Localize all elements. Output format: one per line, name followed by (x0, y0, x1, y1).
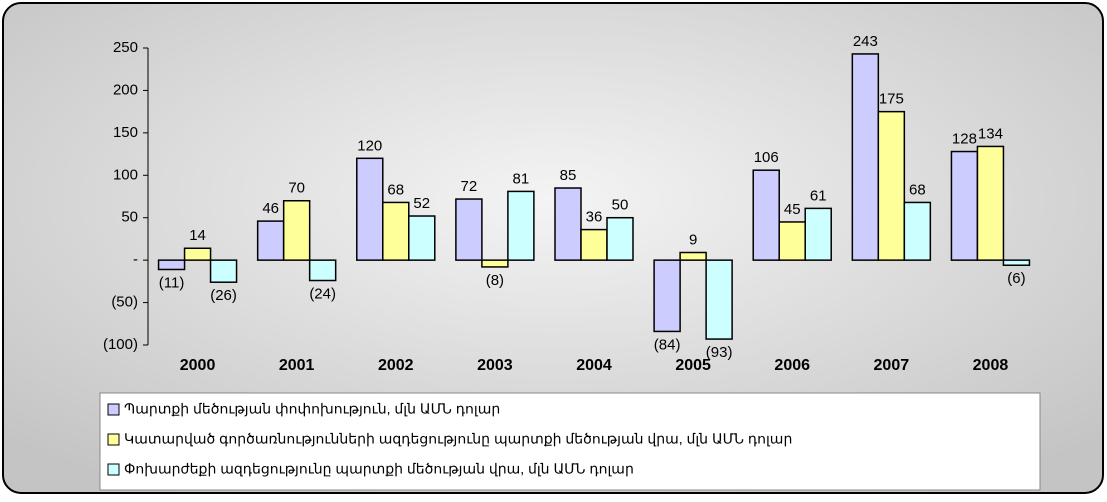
y-tick-label: 50 (121, 209, 138, 226)
bar (408, 215, 436, 261)
legend-label: Պարտքի մեծության փոփոխություն, մլն ԱՄՆ դ… (124, 401, 500, 417)
value-label: 68 (387, 181, 404, 198)
bar (653, 259, 681, 333)
value-label: (26) (210, 287, 237, 304)
value-label: 61 (810, 187, 827, 204)
value-label: 46 (262, 200, 279, 217)
value-label: 85 (560, 167, 577, 184)
value-label: 81 (513, 170, 530, 187)
value-label: (24) (309, 285, 336, 302)
value-label: 68 (909, 181, 926, 198)
value-label: 120 (357, 137, 382, 154)
bar (356, 157, 384, 261)
x-tick-label: 2004 (576, 357, 612, 374)
bar (778, 221, 806, 261)
legend-swatch (107, 403, 120, 416)
value-label: 52 (413, 195, 430, 212)
value-label: 243 (853, 33, 878, 50)
x-tick-label: 2001 (279, 357, 315, 374)
bar (752, 169, 780, 261)
bar (554, 187, 582, 261)
value-label: 36 (586, 209, 603, 226)
bar (804, 207, 832, 261)
bar (157, 259, 186, 271)
bar (481, 259, 509, 268)
bar (679, 251, 707, 261)
bar (580, 228, 608, 261)
y-tick-label: (50) (111, 294, 138, 311)
legend-swatch (107, 463, 120, 476)
bar (308, 259, 337, 282)
legend-label: Կատարված գործառնությունների ազդեցություն… (124, 431, 792, 447)
value-label: (11) (159, 274, 185, 291)
y-tick-label: (100) (103, 336, 138, 353)
x-tick-label: 2005 (675, 357, 711, 374)
frame (2, 2, 1104, 494)
y-tick-label: 200 (113, 81, 138, 98)
y-tick-label: 150 (113, 124, 138, 141)
value-label: 128 (952, 130, 977, 147)
x-tick-label: 2008 (973, 357, 1009, 374)
y-tick-label: 100 (113, 166, 138, 183)
bar (606, 216, 634, 261)
bar (183, 247, 212, 261)
value-label: 106 (754, 149, 779, 166)
x-tick-label: 2002 (378, 357, 414, 374)
bar (851, 53, 880, 261)
legend-swatch (107, 433, 120, 446)
bar (256, 220, 285, 261)
value-label: 175 (879, 91, 904, 108)
bar (455, 198, 483, 261)
bar (507, 190, 535, 261)
x-tick-label: 2003 (477, 357, 513, 374)
bar (1002, 259, 1031, 266)
value-label: 14 (189, 227, 206, 244)
x-tick-label: 2007 (874, 357, 910, 374)
value-label: 45 (784, 201, 801, 218)
value-label: 134 (978, 125, 1003, 142)
legend-label: Փոխարժեքի ազդեցությունը պարտքի մեծության… (124, 461, 634, 477)
y-tick-label: - (133, 251, 138, 268)
bar (209, 259, 238, 283)
bar (705, 259, 733, 340)
y-tick-label: 250 (113, 39, 138, 56)
bar (976, 145, 1005, 261)
value-label: 9 (689, 231, 697, 248)
value-label: (84) (654, 336, 681, 353)
value-label: (8) (486, 272, 504, 289)
x-tick-label: 2006 (774, 357, 810, 374)
x-tick-label: 2000 (180, 357, 216, 374)
bar (950, 150, 979, 261)
legend (99, 392, 1041, 491)
value-label: 72 (461, 178, 478, 195)
bar (903, 201, 932, 261)
value-label: 50 (612, 197, 629, 214)
value-label: 70 (288, 180, 305, 197)
bar (282, 199, 311, 261)
value-label: (6) (1007, 270, 1025, 287)
bar (382, 201, 410, 261)
value-label: (93) (706, 344, 733, 361)
bar (877, 110, 906, 261)
